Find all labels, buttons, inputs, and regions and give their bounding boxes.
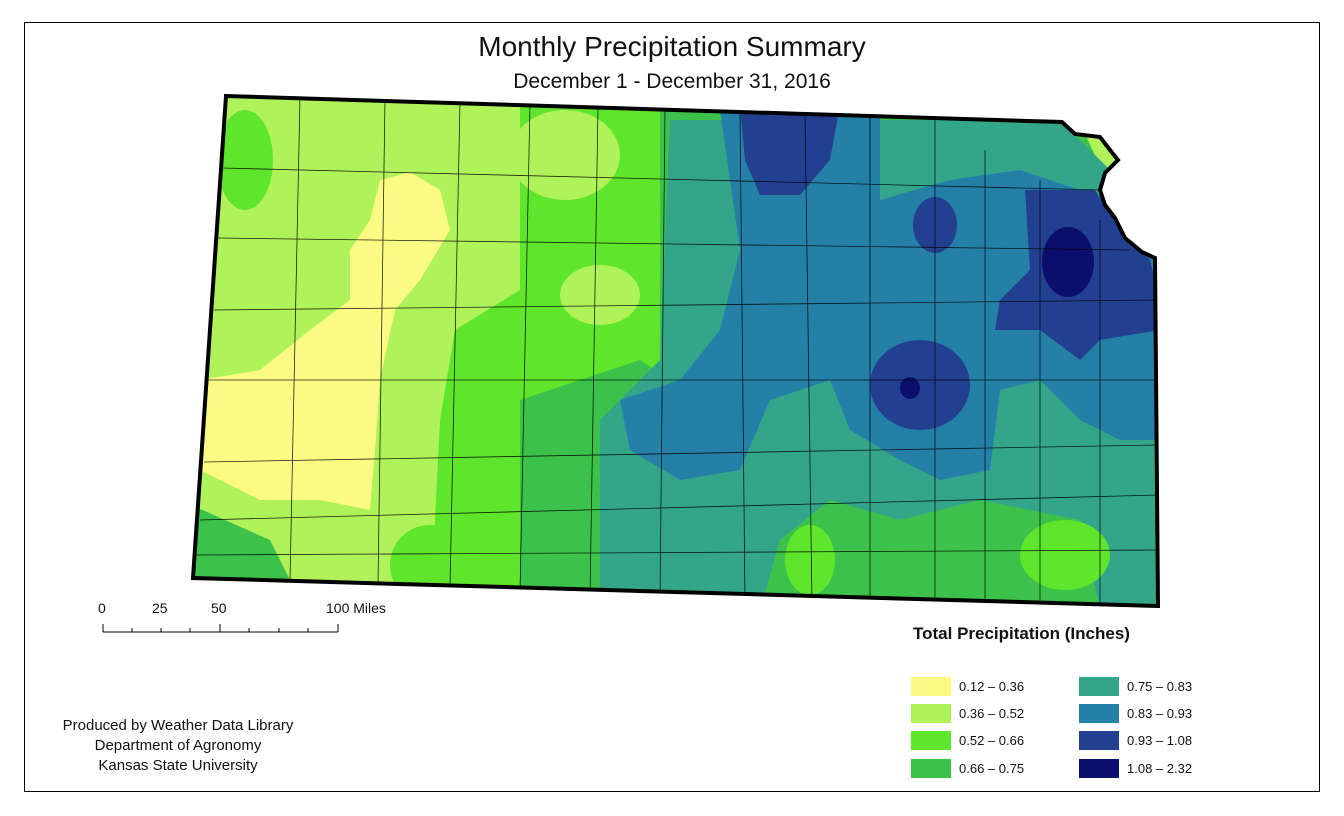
legend-label: 0.12 – 0.36 bbox=[959, 679, 1025, 694]
credit-line-2: Department of Agronomy bbox=[94, 737, 262, 754]
map-subtitle: December 1 - December 31, 2016 bbox=[513, 70, 831, 93]
legend-swatch bbox=[911, 677, 951, 696]
legend-label: 0.52 – 0.66 bbox=[959, 733, 1025, 748]
credit-block: Produced by Weather Data Library Departm… bbox=[38, 716, 318, 776]
legend-swatch bbox=[911, 759, 951, 778]
scale-label-25: 25 bbox=[152, 600, 168, 616]
credit-line-3: Kansas State University bbox=[98, 757, 258, 774]
legend-swatch bbox=[1079, 731, 1119, 750]
legend-swatch bbox=[1079, 704, 1119, 723]
legend-swatch bbox=[911, 704, 951, 723]
legend-label: 0.93 – 1.08 bbox=[1127, 733, 1193, 748]
legend-label: 0.66 – 0.75 bbox=[959, 761, 1025, 776]
legend-label: 0.36 – 0.52 bbox=[959, 706, 1025, 721]
legend-swatch bbox=[1079, 677, 1119, 696]
scale-bar bbox=[102, 624, 339, 633]
legend-title: Total Precipitation (Inches) bbox=[913, 624, 1130, 643]
legend-swatch bbox=[1079, 759, 1119, 778]
map-title: Monthly Precipitation Summary bbox=[478, 31, 866, 62]
kansas-outline bbox=[190, 93, 1161, 609]
scale-label-0: 0 bbox=[98, 600, 106, 616]
legend-label: 0.75 – 0.83 bbox=[1127, 679, 1193, 694]
credit-line-1: Produced by Weather Data Library bbox=[62, 717, 294, 734]
precipitation-zones bbox=[193, 96, 1158, 606]
legend-swatch bbox=[911, 731, 951, 750]
legend-label: 1.08 – 2.32 bbox=[1127, 761, 1193, 776]
scale-label-50: 50 bbox=[211, 600, 227, 616]
legend-label: 0.83 – 0.93 bbox=[1127, 706, 1193, 721]
map-frame bbox=[24, 22, 1320, 792]
scale-label-100: 100 Miles bbox=[326, 600, 386, 616]
